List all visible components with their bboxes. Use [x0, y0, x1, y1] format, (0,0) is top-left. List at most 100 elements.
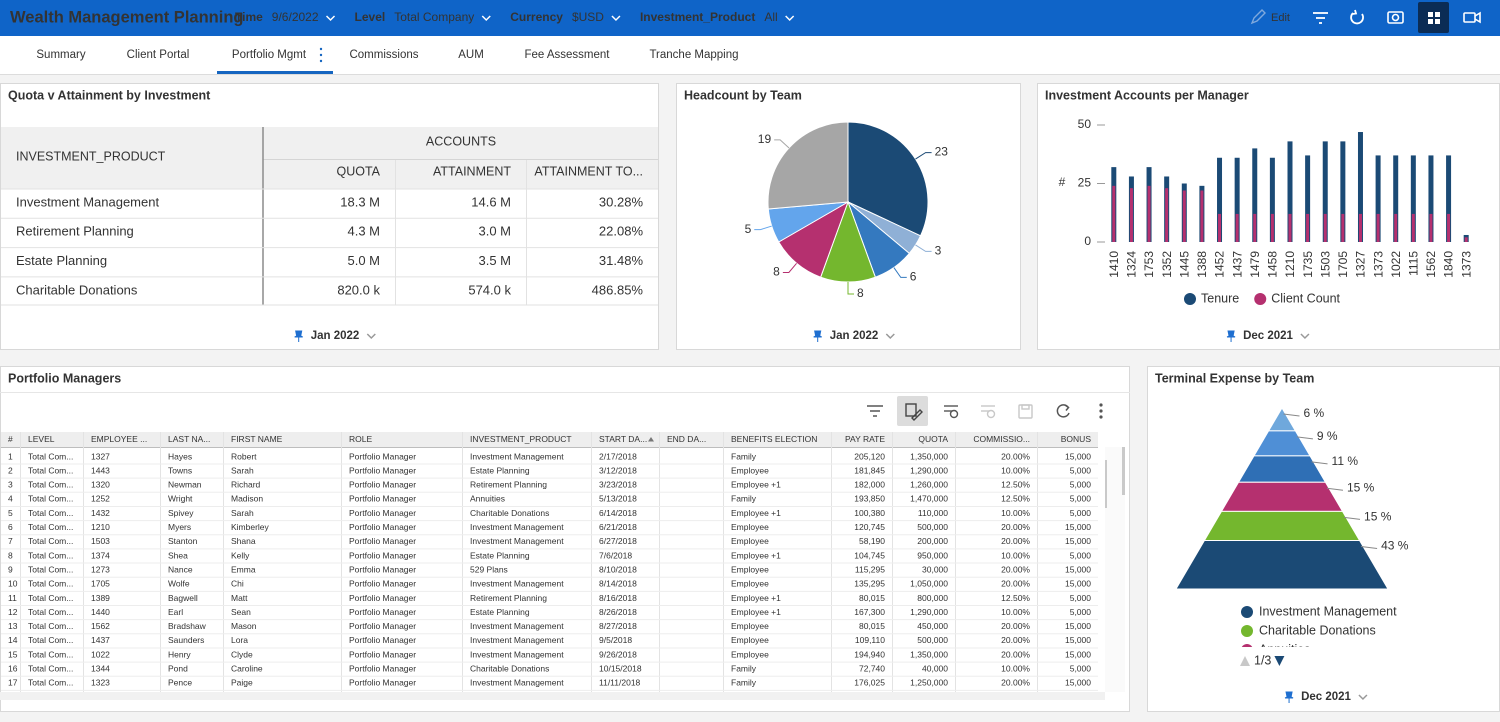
- column-header[interactable]: BONUS: [1061, 434, 1092, 444]
- cell: 176,025: [854, 678, 885, 688]
- x-tick-label: 1503: [1318, 251, 1332, 278]
- cell: Total Com...: [28, 649, 73, 659]
- edit-label[interactable]: Edit: [1271, 12, 1290, 24]
- cell: Bradshaw: [168, 621, 207, 631]
- legend-label[interactable]: Charitable Donations: [1259, 623, 1376, 637]
- date-selector[interactable]: Jan 2022: [830, 330, 879, 342]
- cell: 205,120: [854, 451, 885, 461]
- column-header[interactable]: END DA...: [667, 434, 706, 444]
- column-header[interactable]: BENEFITS ELECTION: [731, 434, 817, 444]
- column-header[interactable]: EMPLOYEE ...: [91, 434, 147, 444]
- column-header[interactable]: PAY RATE: [845, 434, 885, 444]
- cell: 72,740: [859, 664, 885, 674]
- edit-icon[interactable]: [1250, 9, 1266, 25]
- tab-menu-dot: [319, 53, 323, 57]
- cell: Saunders: [168, 635, 204, 645]
- column-header[interactable]: #: [8, 434, 13, 444]
- cell: 3.5 M: [478, 253, 511, 268]
- cell: Wright: [168, 494, 193, 504]
- cell: 1323: [91, 678, 110, 688]
- column-header[interactable]: START DA...: [599, 434, 647, 444]
- layout-button-active[interactable]: [1418, 2, 1449, 33]
- scrollbar-thumb[interactable]: [1122, 447, 1125, 495]
- row-number: 10: [8, 579, 18, 589]
- cell: 2/17/2018: [599, 451, 637, 461]
- table-edit-button-active[interactable]: [897, 396, 928, 426]
- cell: Total Com...: [28, 564, 73, 574]
- cell: 1,050,000: [910, 579, 948, 589]
- row-number: 11: [8, 593, 17, 603]
- tab[interactable]: Summary: [36, 49, 85, 61]
- leader-line: [847, 282, 854, 295]
- column-header[interactable]: COMMISSIO...: [973, 434, 1030, 444]
- bar: [1234, 157, 1240, 242]
- x-tick-label: 1410: [1107, 251, 1121, 278]
- filter-value[interactable]: $USD: [572, 10, 604, 24]
- tab[interactable]: Commissions: [349, 49, 418, 61]
- column-header[interactable]: INVESTMENT_PRODUCT: [470, 434, 572, 444]
- add-row-icon[interactable]: [944, 405, 959, 419]
- column-header[interactable]: ROLE: [349, 434, 372, 444]
- app-title: Wealth Management Planning: [10, 8, 243, 26]
- cell: Investment Management: [470, 536, 564, 546]
- cell: 1,250,000: [910, 678, 948, 688]
- legend-label[interactable]: Tenure: [1201, 291, 1239, 305]
- x-tick-label: 1022: [1389, 251, 1403, 278]
- cell: Stanton: [168, 536, 198, 546]
- cell: Paige: [231, 678, 253, 688]
- bar: [1252, 148, 1258, 242]
- legend-swatch: [1241, 606, 1253, 618]
- cell: 20.00%: [1001, 564, 1030, 574]
- tab[interactable]: AUM: [458, 49, 484, 61]
- cell: Caroline: [231, 664, 263, 674]
- legend-label[interactable]: Annuities: [1259, 642, 1310, 656]
- camera-icon[interactable]: [1387, 11, 1404, 24]
- x-tick-label: 1452: [1213, 251, 1227, 278]
- legend-next[interactable]: [1274, 656, 1285, 666]
- delete-row-icon[interactable]: [981, 405, 996, 419]
- video-icon[interactable]: [1463, 11, 1481, 24]
- cell: 15,000: [1065, 621, 1091, 631]
- cell: Total Com...: [28, 593, 73, 603]
- filter-icon[interactable]: [1313, 12, 1328, 24]
- column-header: ATTAINMENT TO...: [534, 164, 643, 178]
- legend-label[interactable]: Client Count: [1271, 291, 1340, 305]
- bar: [1253, 213, 1257, 242]
- cell: Portfolio Manager: [349, 522, 416, 532]
- cell: 6/14/2018: [599, 508, 637, 518]
- column-header[interactable]: QUOTA: [918, 434, 948, 444]
- bar: [1375, 155, 1381, 242]
- tab[interactable]: Client Portal: [127, 49, 190, 61]
- cell: Investment Management: [470, 579, 564, 589]
- cell: 10/15/2018: [599, 664, 642, 674]
- x-tick-label: 1458: [1266, 251, 1280, 278]
- column-header[interactable]: FIRST NAME: [231, 434, 283, 444]
- row-number: 17: [8, 678, 18, 688]
- row-number: 6: [8, 522, 13, 532]
- column-header[interactable]: LEVEL: [28, 434, 55, 444]
- filter-value[interactable]: Total Company: [394, 10, 474, 24]
- cell: 20.00%: [1001, 522, 1030, 532]
- filter-value[interactable]: All: [764, 10, 777, 24]
- column-header[interactable]: LAST NA...: [168, 434, 210, 444]
- table-filter-icon[interactable]: [867, 405, 883, 417]
- legend-label[interactable]: Investment Management: [1259, 604, 1397, 618]
- tab[interactable]: Fee Assessment: [524, 49, 610, 61]
- tab[interactable]: Tranche Mapping: [649, 49, 738, 61]
- legend-prev[interactable]: [1240, 656, 1250, 666]
- filter-dropdown: [325, 15, 336, 22]
- reload-icon[interactable]: [1056, 404, 1070, 418]
- refresh-icon[interactable]: [1350, 9, 1364, 25]
- date-selector[interactable]: Dec 2021: [1301, 691, 1351, 703]
- filter-value[interactable]: 9/6/2022: [272, 10, 319, 24]
- leader-line: [1311, 461, 1328, 465]
- date-selector[interactable]: Jan 2022: [311, 330, 360, 342]
- date-selector[interactable]: Dec 2021: [1243, 330, 1293, 342]
- cell: 120,745: [854, 522, 885, 532]
- x-tick-label: 1840: [1442, 251, 1456, 278]
- pyramid-segment: [1220, 481, 1344, 512]
- tab[interactable]: Portfolio Mgmt: [232, 49, 307, 61]
- save-icon[interactable]: [1018, 404, 1033, 419]
- more-icon[interactable]: [1099, 403, 1103, 419]
